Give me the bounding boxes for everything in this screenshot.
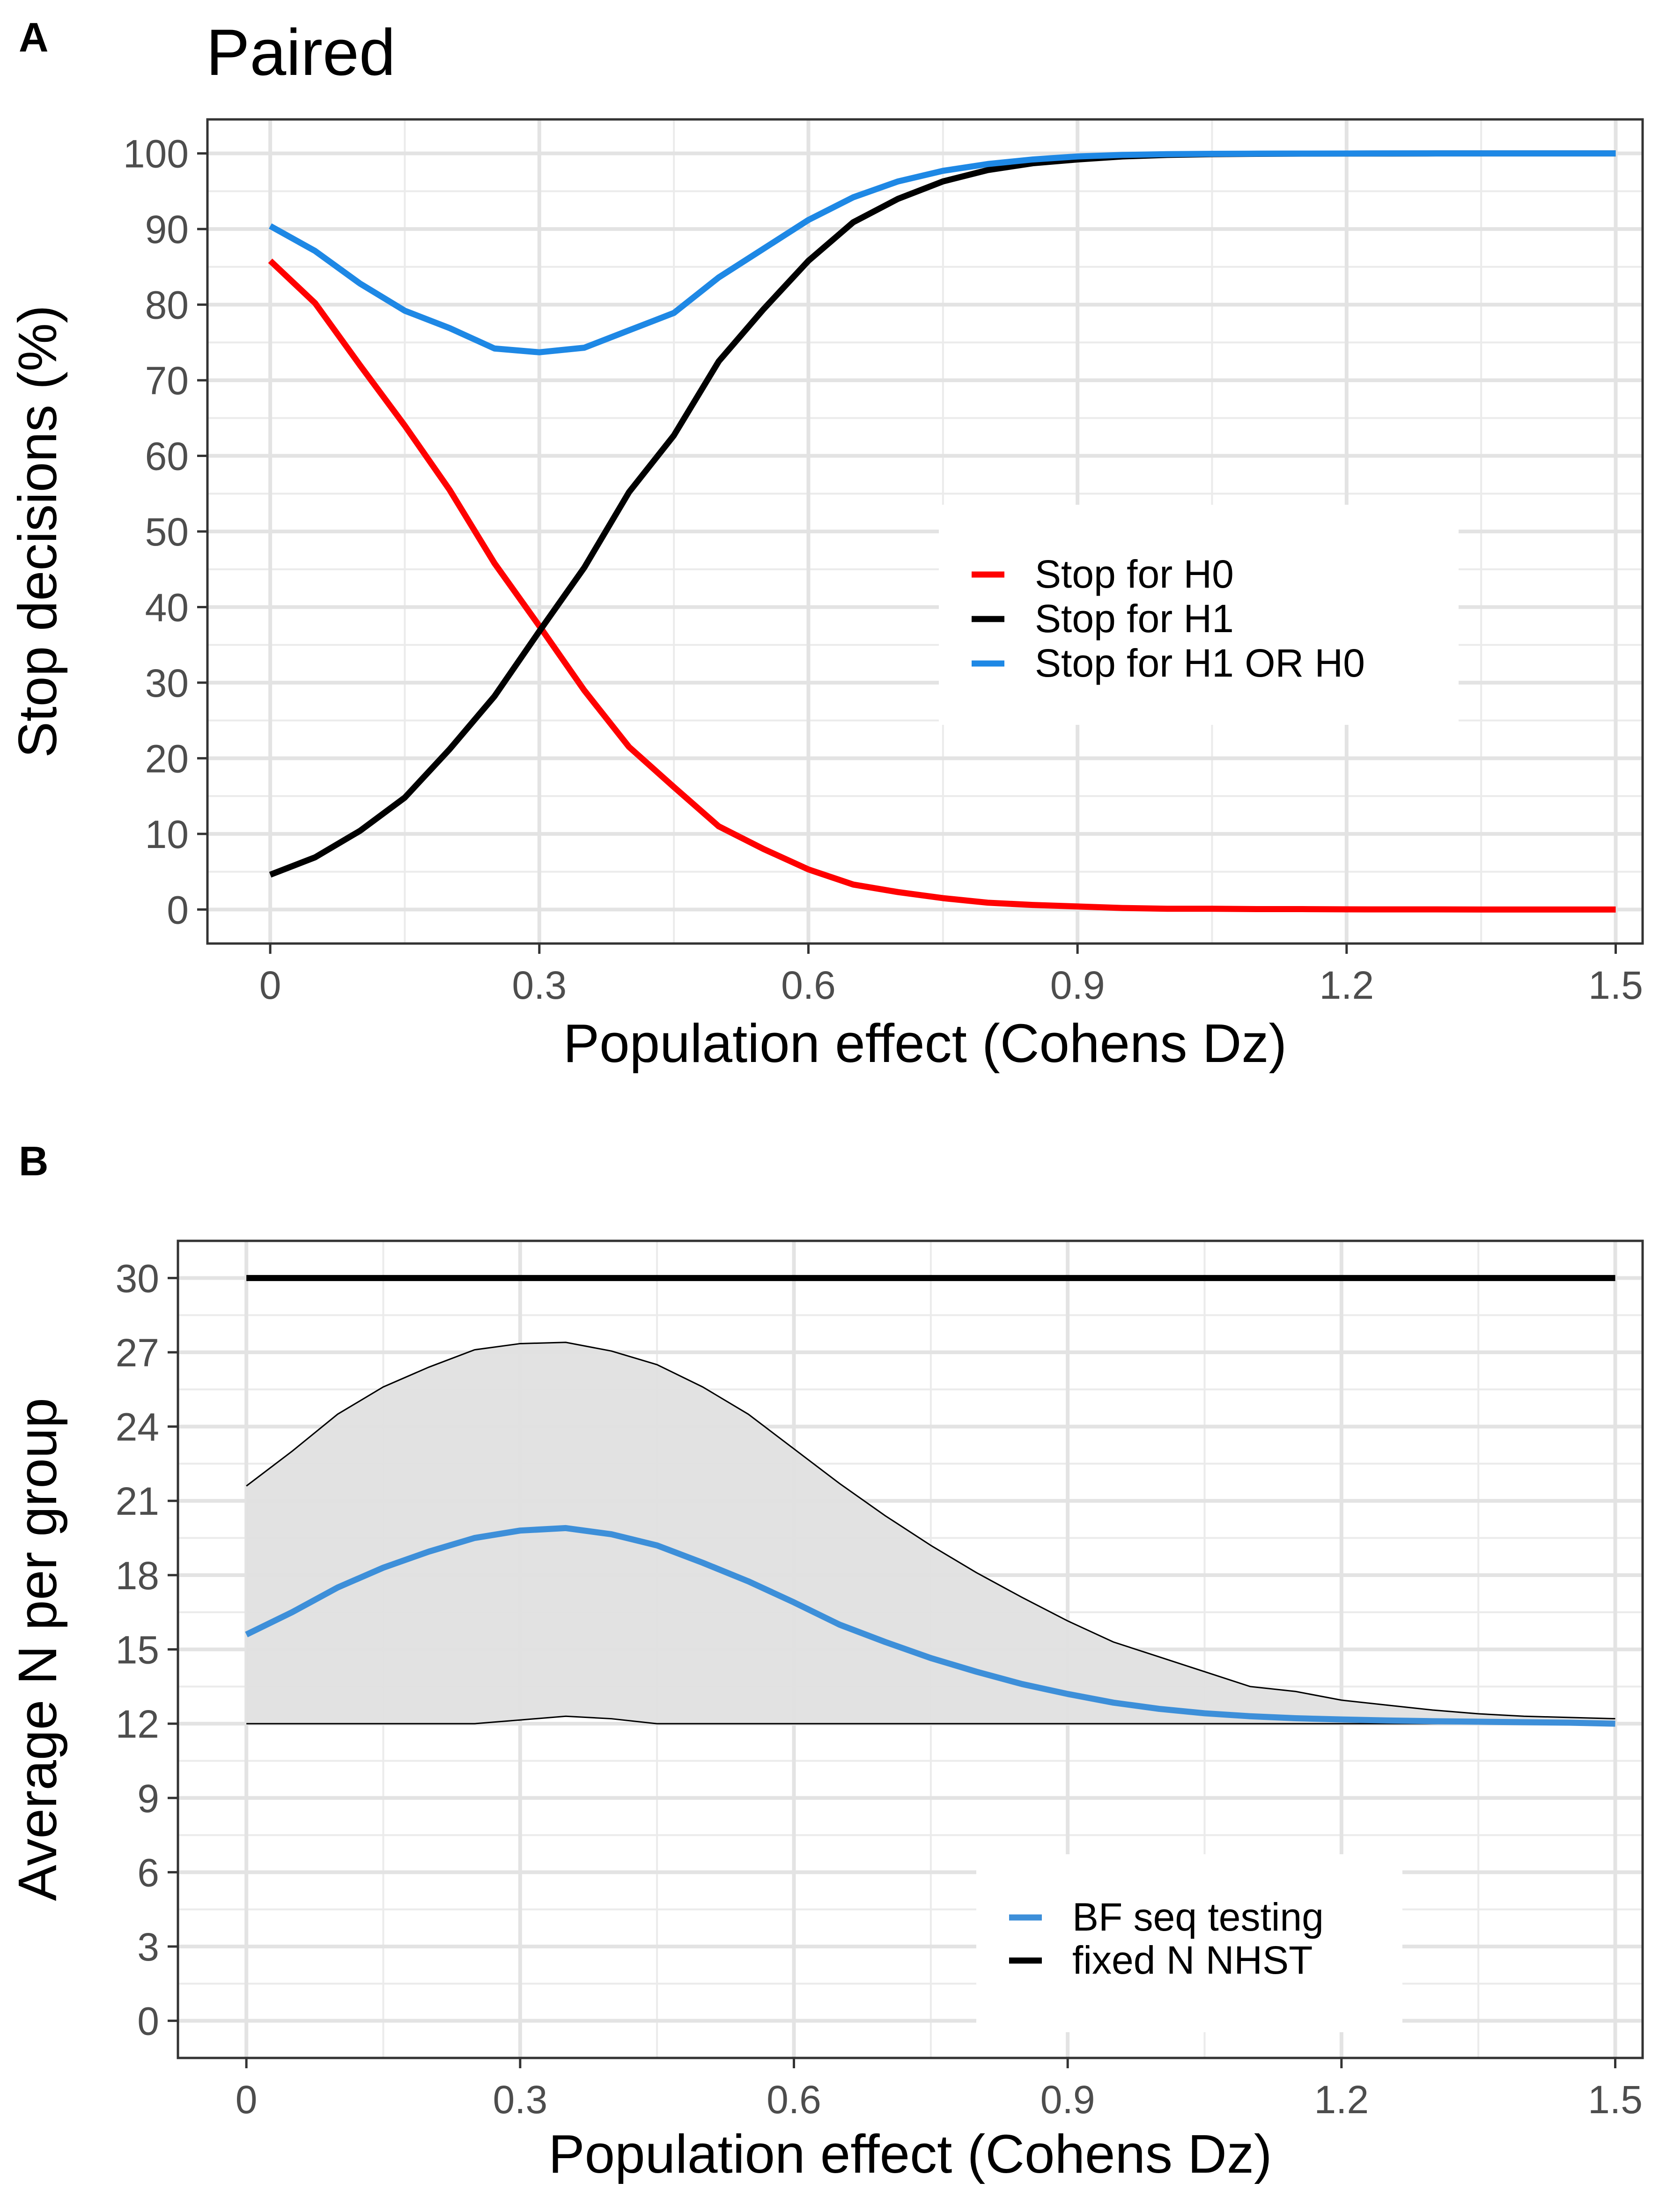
x-tick-label: 0.6 <box>781 963 836 1007</box>
x-tick-label: 0.6 <box>767 2078 821 2122</box>
range-band <box>246 1342 1615 1724</box>
x-tick-label: 0.9 <box>1050 963 1105 1007</box>
x-tick-label: 0.3 <box>512 963 567 1007</box>
y-tick-label: 80 <box>145 283 189 327</box>
x-axis-label: Population effect (Cohens Dz) <box>548 2124 1272 2184</box>
x-axis: 0 0.3 0.6 0.9 1.2 1.5 Population effect (Cohen… <box>236 2058 1643 2184</box>
x-tick-label: 1.2 <box>1319 963 1374 1007</box>
y-axis-label: Average N per group <box>7 1398 68 1901</box>
y-tick-label: 12 <box>116 1702 159 1746</box>
x-axis: 0 0.3 0.6 0.9 1.2 1.5 Population effect (Cohen… <box>259 944 1643 1074</box>
legend-entry: Stop for H1 <box>1035 597 1234 641</box>
legend-background <box>976 1854 1402 2032</box>
chart-panel-b: B 0 0.3 0.6 0.9 1.2 1.5 Population effect (Cohe… <box>7 1138 1644 2184</box>
y-axis: 0 3 6 9 12 15 18 21 24 27 30 Average N per group <box>7 1256 178 2043</box>
y-tick-label: 40 <box>145 585 189 629</box>
y-tick-label: 6 <box>137 1851 159 1895</box>
y-tick-label: 0 <box>167 888 189 932</box>
y-tick-label: 10 <box>145 812 189 856</box>
y-tick-label: 20 <box>145 737 189 781</box>
y-tick-label: 18 <box>116 1554 159 1598</box>
range-band-upper-line <box>246 1342 1615 1720</box>
series-line-stop-for-h0 <box>268 258 1616 913</box>
y-axis-label: Stop decisions (%) <box>7 305 68 758</box>
x-axis-label: Population effect (Cohens Dz) <box>563 1013 1287 1074</box>
y-tick-label: 30 <box>116 1256 159 1300</box>
panel-letter: B <box>19 1138 49 1184</box>
legend-entry: fixed N NHST <box>1072 1938 1312 1982</box>
x-tick-label: 0.3 <box>493 2078 547 2122</box>
range-band-lower-line <box>246 1715 1615 1725</box>
y-tick-label: 21 <box>116 1479 159 1523</box>
x-tick-label: 0 <box>236 2078 258 2122</box>
series-line-stop-for-h1-or-h0 <box>268 150 1616 355</box>
series-line-bf-seq-testing <box>245 1525 1615 1727</box>
x-tick-label: 0 <box>259 963 281 1007</box>
panel-letter: A <box>19 14 49 60</box>
y-tick-label: 90 <box>145 207 189 251</box>
chart-title: Paired <box>206 15 396 89</box>
x-tick-label: 0.9 <box>1040 2078 1095 2122</box>
y-tick-label: 50 <box>145 510 189 554</box>
y-tick-label: 0 <box>137 1999 159 2043</box>
y-tick-label: 60 <box>145 435 189 479</box>
legend-entry: Stop for H1 OR H0 <box>1035 641 1365 685</box>
y-tick-label: 100 <box>123 132 189 176</box>
y-tick-label: 3 <box>137 1925 159 1969</box>
legend-entry: Stop for H0 <box>1035 552 1234 596</box>
y-axis: 0 10 20 30 40 50 60 70 80 90 100 Stop decisions (%) <box>7 132 207 932</box>
x-tick-label: 1.2 <box>1314 2078 1369 2122</box>
x-tick-label: 1.5 <box>1588 963 1643 1007</box>
y-tick-label: 30 <box>145 661 189 705</box>
y-tick-label: 70 <box>145 359 189 403</box>
y-tick-label: 9 <box>137 1777 159 1821</box>
y-tick-label: 27 <box>116 1331 159 1375</box>
chart-panel-a: A Paired 0 0.3 0.6 0.9 1.2 1.5 Population effect… <box>7 14 1644 1074</box>
x-tick-label: 1.5 <box>1588 2078 1643 2122</box>
y-tick-label: 15 <box>116 1628 159 1672</box>
y-tick-label: 24 <box>116 1405 159 1449</box>
legend-background <box>939 505 1459 725</box>
legend-entry: BF seq testing <box>1072 1895 1324 1939</box>
